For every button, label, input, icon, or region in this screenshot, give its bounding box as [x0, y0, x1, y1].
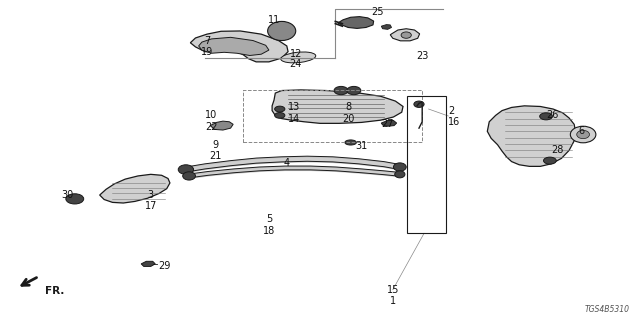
Text: 2: 2 — [449, 106, 454, 116]
Text: 4: 4 — [284, 157, 290, 168]
Text: 19: 19 — [201, 47, 213, 57]
Ellipse shape — [178, 165, 193, 174]
Polygon shape — [100, 174, 170, 203]
Text: 26: 26 — [547, 110, 559, 120]
Ellipse shape — [577, 130, 589, 139]
Text: 22: 22 — [205, 122, 218, 132]
Text: 30: 30 — [61, 190, 74, 200]
Polygon shape — [141, 261, 156, 267]
Text: 17: 17 — [145, 201, 157, 211]
Ellipse shape — [394, 163, 406, 171]
Text: 9: 9 — [213, 140, 219, 150]
Ellipse shape — [540, 113, 552, 120]
Text: 28: 28 — [551, 146, 564, 156]
Text: 23: 23 — [417, 52, 429, 61]
Text: 8: 8 — [346, 102, 352, 112]
Text: 13: 13 — [289, 102, 301, 112]
Ellipse shape — [275, 113, 285, 118]
Ellipse shape — [66, 194, 84, 204]
Ellipse shape — [543, 157, 556, 164]
Ellipse shape — [401, 32, 412, 38]
Polygon shape — [381, 121, 397, 126]
Text: 20: 20 — [342, 114, 355, 124]
Text: 3: 3 — [148, 190, 154, 200]
Polygon shape — [338, 17, 374, 28]
Text: 1: 1 — [390, 296, 396, 306]
Text: 15: 15 — [387, 285, 399, 295]
Text: 18: 18 — [263, 226, 275, 236]
Text: 16: 16 — [449, 117, 461, 127]
Text: 14: 14 — [289, 114, 301, 124]
Text: 6: 6 — [579, 126, 585, 136]
Text: 31: 31 — [356, 141, 368, 151]
Text: 29: 29 — [159, 261, 171, 271]
Polygon shape — [210, 121, 233, 130]
Ellipse shape — [268, 21, 296, 41]
Text: FR.: FR. — [45, 286, 65, 296]
Polygon shape — [190, 31, 288, 62]
Ellipse shape — [281, 52, 316, 63]
Ellipse shape — [334, 86, 348, 95]
Text: 7: 7 — [204, 36, 210, 45]
Ellipse shape — [182, 172, 195, 180]
Text: 27: 27 — [381, 119, 394, 129]
Text: 24: 24 — [290, 60, 302, 69]
Ellipse shape — [414, 101, 424, 108]
Text: 11: 11 — [268, 15, 280, 25]
Text: 5: 5 — [266, 214, 272, 224]
Text: 10: 10 — [205, 110, 218, 120]
Polygon shape — [381, 25, 392, 29]
Bar — [408, 96, 446, 233]
Text: 12: 12 — [290, 49, 302, 59]
Ellipse shape — [570, 126, 596, 143]
Ellipse shape — [275, 106, 285, 112]
Polygon shape — [390, 29, 420, 41]
Bar — [243, 90, 422, 141]
Polygon shape — [272, 90, 403, 123]
Polygon shape — [198, 37, 269, 55]
Ellipse shape — [395, 171, 405, 178]
Text: 21: 21 — [210, 151, 222, 162]
Text: 25: 25 — [371, 7, 384, 17]
Text: TGS4B5310: TGS4B5310 — [585, 305, 630, 314]
Ellipse shape — [347, 86, 361, 95]
Polygon shape — [487, 106, 575, 166]
Ellipse shape — [345, 140, 356, 145]
